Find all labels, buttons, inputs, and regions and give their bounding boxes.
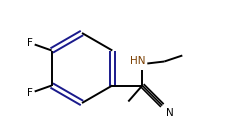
Text: N: N [166, 109, 174, 118]
Text: F: F [27, 89, 33, 98]
Text: HN: HN [130, 56, 145, 67]
Text: F: F [27, 38, 33, 47]
